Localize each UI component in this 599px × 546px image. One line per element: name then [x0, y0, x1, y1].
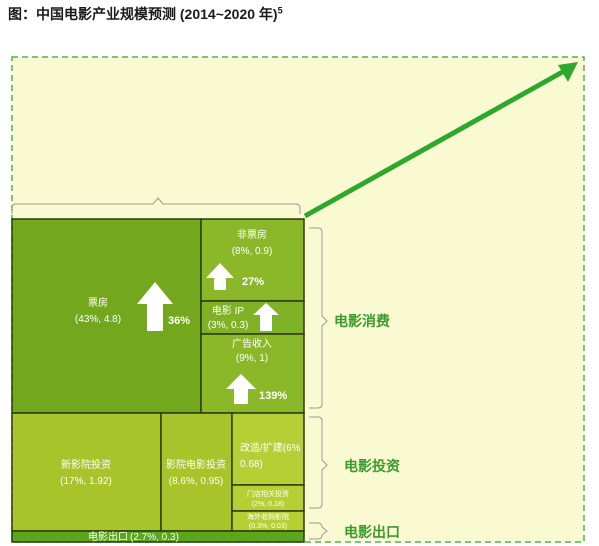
growth-boxoffice: 36% — [168, 315, 190, 327]
cell-new-cinema-name: 新影院投资 — [61, 458, 111, 471]
cell-cinema-film-detail: (8.6%, 0.95) — [169, 476, 223, 487]
arrow-up-film-ip — [253, 303, 279, 331]
cell-store-investment-name: 门店相关投资 — [247, 489, 289, 498]
figure-title: 图：中国电影产业规模预测 (2014~2020 年)5 — [8, 4, 283, 24]
growth-nonboxoffice: 27% — [242, 276, 264, 288]
cell-boxoffice-name: 票房 — [88, 296, 108, 309]
cell-film-ip-detail: (3%, 0.3) — [208, 320, 249, 331]
cell-new-cinema — [11, 412, 162, 532]
cell-ad-revenue-detail: (9%, 1) — [236, 353, 268, 364]
cell-ad-revenue-name: 广告收入 — [232, 337, 272, 350]
cell-store-investment-detail: (2%, 0.18) — [252, 501, 284, 508]
cell-ad-revenue — [200, 333, 305, 414]
cell-cinema-film — [160, 412, 233, 532]
cell-nonboxoffice-detail: (8%, 0.9) — [232, 246, 273, 257]
cell-store-investment — [231, 484, 305, 512]
cell-overseas-detail: (0.3%, 0.03) — [249, 523, 287, 530]
cell-film-ip-name: 电影 IP — [212, 304, 245, 317]
group-label-consumption: 电影消费 — [334, 313, 390, 329]
brace-export — [309, 522, 328, 540]
arrow-up-ad-revenue — [226, 374, 256, 404]
arrow-up-boxoffice — [137, 282, 173, 331]
brace-investment — [309, 416, 328, 509]
brace-consumption — [309, 227, 328, 409]
growth-arrow-line — [303, 67, 568, 219]
cell-boxoffice-detail: (43%, 4.8) — [75, 314, 121, 325]
figure-title-footnote: 5 — [277, 5, 283, 16]
cell-overseas-name: 海外收购影院 — [247, 512, 289, 521]
cell-renovation — [231, 412, 305, 486]
figure-title-text: 图：中国电影产业规模预测 (2014~2020 年) — [8, 6, 278, 22]
cell-nonboxoffice-name: 非票房 — [237, 228, 267, 241]
cell-export — [11, 530, 305, 543]
brace-2014 — [11, 197, 301, 214]
group-label-investment: 电影投资 — [344, 458, 400, 474]
growth-arrow-head — [558, 62, 578, 82]
growth-ad-revenue: 139% — [259, 390, 287, 402]
cell-export-detail: (2.7%, 0.3) — [130, 532, 179, 543]
arrow-up-nonboxoffice — [206, 263, 234, 290]
cell-renovation-detail: 0.68) — [240, 459, 263, 470]
group-label-export: 电影出口 — [344, 524, 400, 540]
cell-renovation-name: 改造/扩建(6% — [240, 441, 301, 454]
cell-new-cinema-detail: (17%, 1.92) — [60, 476, 112, 487]
cell-film-ip — [200, 300, 305, 335]
cell-export-name: 电影出口 — [88, 530, 128, 543]
cell-cinema-film-name: 影院电影投资 — [166, 458, 226, 471]
